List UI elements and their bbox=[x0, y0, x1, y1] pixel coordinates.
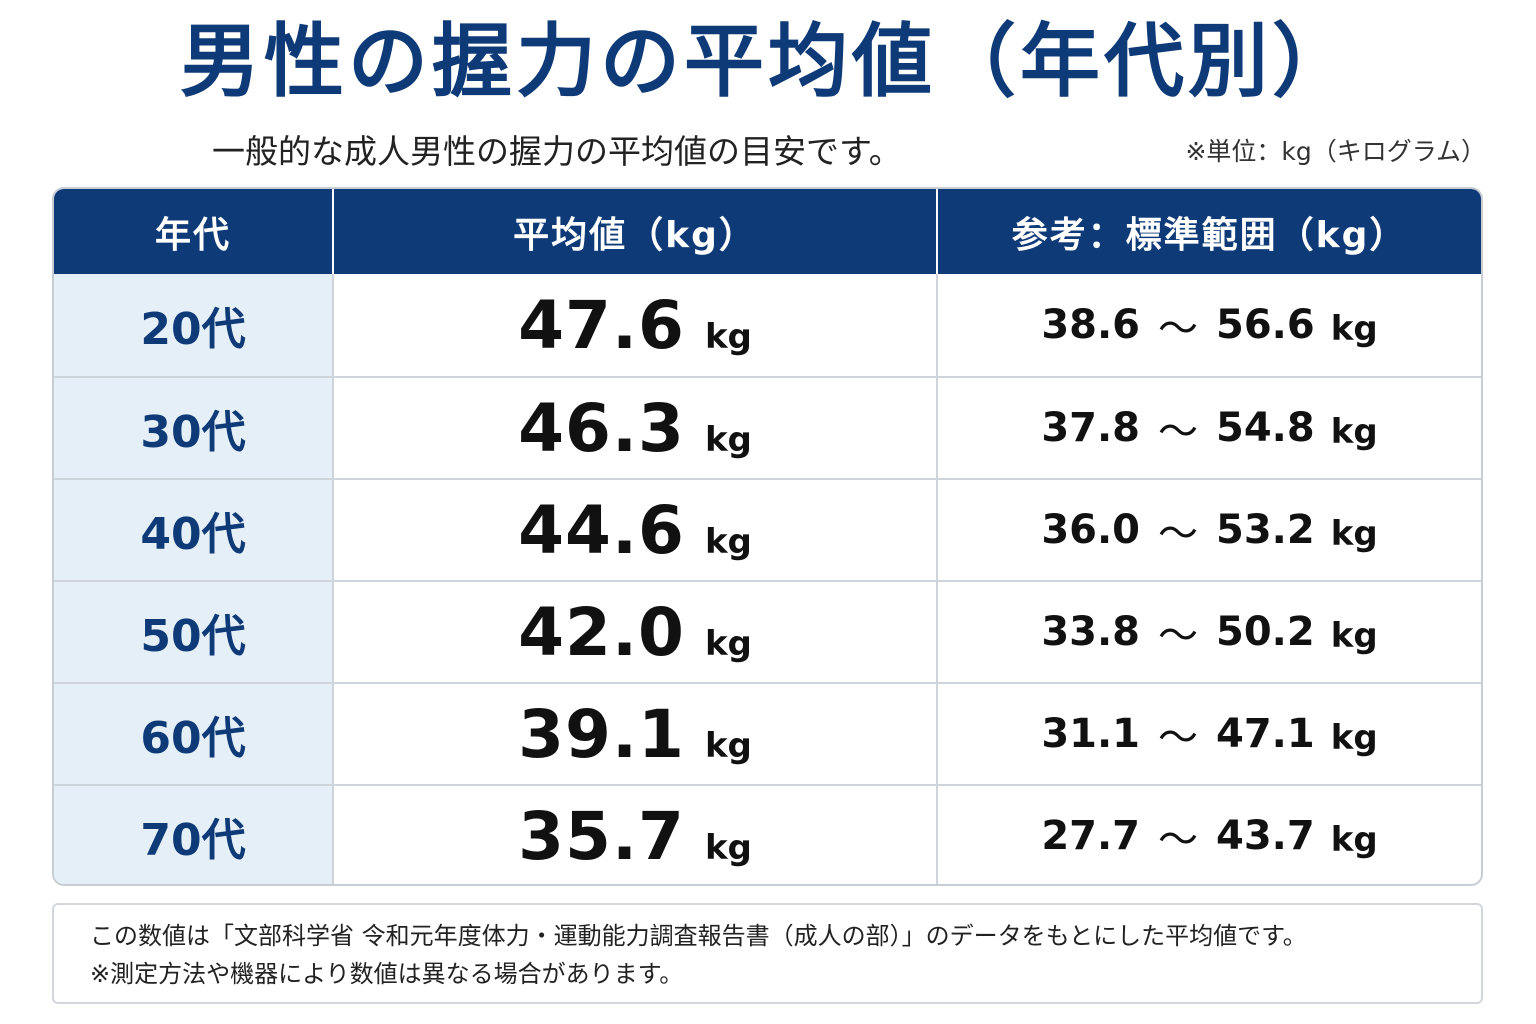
column-header-average: 平均値（kg） bbox=[332, 189, 936, 274]
table-row: 40代 44.6 kg 36.0 ～ 53.2 kg bbox=[54, 478, 1481, 580]
average-value: 47.6 bbox=[518, 286, 685, 364]
range-cell: 37.8 ～ 54.8 kg bbox=[936, 378, 1481, 478]
range-unit: kg bbox=[1330, 309, 1378, 349]
range-unit: kg bbox=[1330, 616, 1378, 656]
average-unit: kg bbox=[704, 828, 752, 868]
footnote-source: この数値は「文部科学省 令和元年度体力・運動能力調査報告書（成人の部）」のデータ… bbox=[90, 922, 1307, 950]
age-cell: 30代 bbox=[54, 378, 332, 478]
average-cell: 35.7 kg bbox=[332, 786, 936, 884]
average-unit: kg bbox=[704, 624, 752, 664]
range-cell: 27.7 ～ 43.7 kg bbox=[936, 786, 1481, 884]
average-value: 35.7 bbox=[518, 797, 685, 875]
average-value: 42.0 bbox=[518, 593, 685, 671]
grip-strength-table: 年代 平均値（kg） 参考：標準範囲（kg） 20代 47.6 kg 38.6 ～ 56.… bbox=[52, 187, 1483, 886]
range-separator: ～ bbox=[1158, 817, 1199, 863]
average-cell: 47.6 kg bbox=[332, 274, 936, 376]
range-high: 50.2 bbox=[1216, 609, 1315, 655]
table-row: 70代 35.7 kg 27.7 ～ 43.7 kg bbox=[54, 784, 1481, 884]
range-high: 53.2 bbox=[1216, 507, 1315, 553]
range-unit: kg bbox=[1330, 514, 1378, 554]
range-cell: 38.6 ～ 56.6 kg bbox=[936, 274, 1481, 376]
average-value: 46.3 bbox=[518, 389, 685, 467]
average-cell: 44.6 kg bbox=[332, 480, 936, 580]
range-high: 43.7 bbox=[1216, 813, 1315, 859]
age-cell: 40代 bbox=[54, 480, 332, 580]
range-high: 47.1 bbox=[1216, 711, 1315, 757]
range-cell: 31.1 ～ 47.1 kg bbox=[936, 684, 1481, 784]
average-cell: 46.3 kg bbox=[332, 378, 936, 478]
page-title: 男性の握力の平均値（年代別） bbox=[180, 15, 1356, 108]
range-low: 33.8 bbox=[1041, 609, 1141, 655]
table-body: 20代 47.6 kg 38.6 ～ 56.6 kg 30代 46.3 kg 37.8 ～ 54.8 kg… bbox=[54, 274, 1481, 884]
footnote-box: この数値は「文部科学省 令和元年度体力・運動能力調査報告書（成人の部）」のデータ… bbox=[52, 903, 1483, 1004]
range-low: 36.0 bbox=[1041, 507, 1141, 553]
average-value: 39.1 bbox=[518, 695, 685, 773]
table-row: 30代 46.3 kg 37.8 ～ 54.8 kg bbox=[54, 376, 1481, 478]
table-header: 年代 平均値（kg） 参考：標準範囲（kg） bbox=[54, 189, 1481, 274]
average-unit: kg bbox=[704, 522, 752, 562]
range-separator: ～ bbox=[1158, 511, 1199, 557]
range-separator: ～ bbox=[1158, 306, 1199, 352]
range-low: 31.1 bbox=[1041, 711, 1141, 757]
average-unit: kg bbox=[704, 317, 752, 357]
range-unit: kg bbox=[1330, 820, 1378, 860]
range-low: 27.7 bbox=[1041, 813, 1141, 859]
average-unit: kg bbox=[704, 726, 752, 766]
range-cell: 33.8 ～ 50.2 kg bbox=[936, 582, 1481, 682]
age-cell: 50代 bbox=[54, 582, 332, 682]
table-row: 50代 42.0 kg 33.8 ～ 50.2 kg bbox=[54, 580, 1481, 682]
table-row: 60代 39.1 kg 31.1 ～ 47.1 kg bbox=[54, 682, 1481, 784]
age-cell: 60代 bbox=[54, 684, 332, 784]
unit-note: ※単位：kg（キログラム） bbox=[1185, 137, 1486, 166]
age-cell: 70代 bbox=[54, 786, 332, 884]
table-row: 20代 47.6 kg 38.6 ～ 56.6 kg bbox=[54, 274, 1481, 376]
average-cell: 39.1 kg bbox=[332, 684, 936, 784]
range-low: 38.6 bbox=[1041, 302, 1141, 348]
range-separator: ～ bbox=[1158, 409, 1199, 455]
column-header-age: 年代 bbox=[154, 214, 231, 256]
range-low: 37.8 bbox=[1041, 405, 1141, 451]
average-unit: kg bbox=[704, 420, 752, 460]
footnote-caveat: ※測定方法や機器により数値は異なる場合があります。 bbox=[90, 960, 684, 988]
range-separator: ～ bbox=[1158, 613, 1199, 659]
page-subtitle: 一般的な成人男性の握力の平均値の目安です。 bbox=[212, 132, 902, 171]
range-cell: 36.0 ～ 53.2 kg bbox=[936, 480, 1481, 580]
range-unit: kg bbox=[1330, 718, 1378, 758]
age-cell: 20代 bbox=[54, 274, 332, 376]
range-unit: kg bbox=[1330, 412, 1378, 452]
range-high: 56.6 bbox=[1216, 302, 1315, 348]
average-cell: 42.0 kg bbox=[332, 582, 936, 682]
range-separator: ～ bbox=[1158, 715, 1199, 761]
column-header-range: 参考：標準範囲（kg） bbox=[936, 189, 1481, 274]
average-value: 44.6 bbox=[518, 491, 685, 569]
range-high: 54.8 bbox=[1216, 405, 1315, 451]
